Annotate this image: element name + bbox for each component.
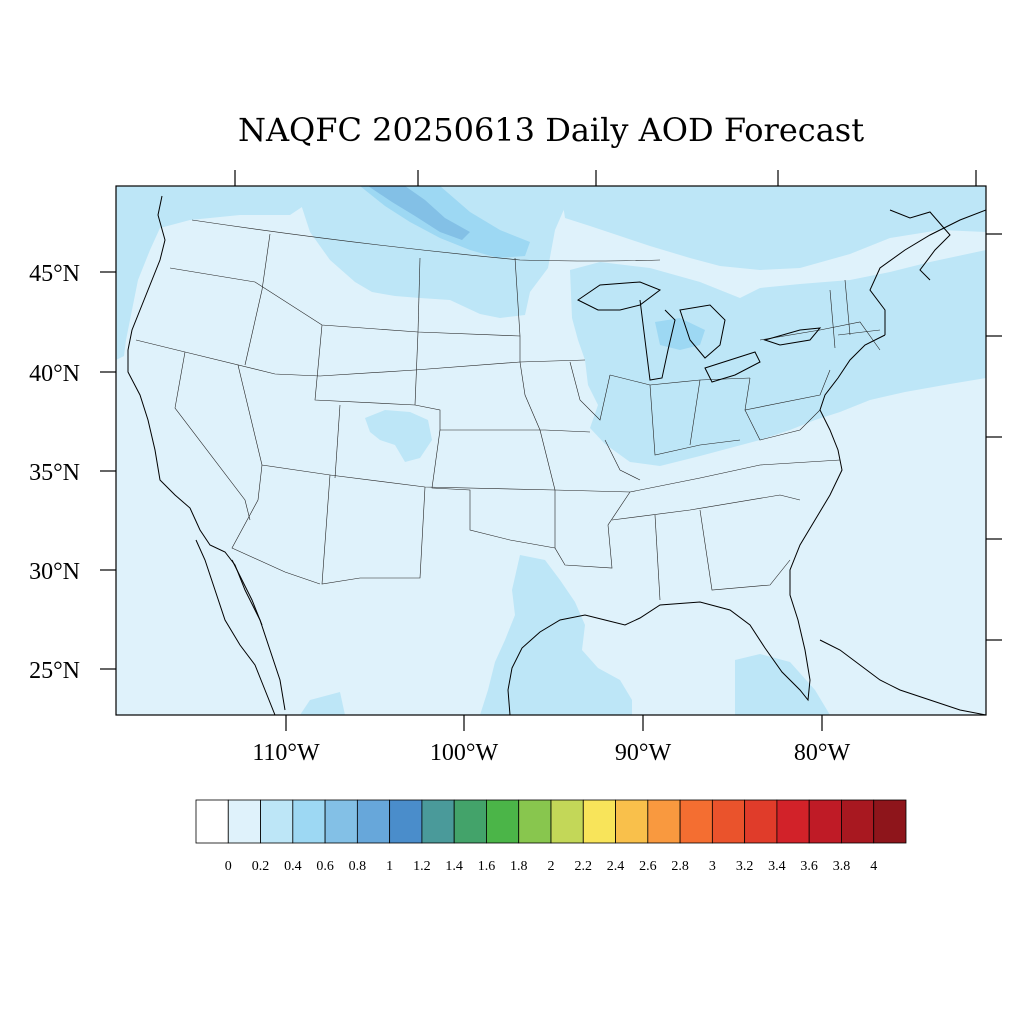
- lon-label-90w: 90°W: [615, 740, 672, 766]
- colorbar-tick-label: 3.2: [736, 859, 754, 874]
- coastlines: [127, 195, 986, 715]
- colorbar-tick-label: 2.4: [607, 859, 625, 874]
- lat-label-35n: 35°N: [29, 460, 80, 486]
- colorbar-swatch: [518, 799, 552, 844]
- colorbar-swatch: [808, 799, 842, 844]
- lon-label-80w: 80°W: [794, 740, 851, 766]
- figure-title: NAQFC 20250613 Daily AOD Forecast: [238, 111, 864, 149]
- lon-label-100w: 100°W: [430, 740, 499, 766]
- lat-label-30n: 30°N: [29, 559, 80, 585]
- colorbar-tick-label: 1.6: [478, 859, 496, 874]
- lat-label-25n: 25°N: [29, 658, 80, 684]
- colorbar-tick-label: 2.8: [671, 859, 689, 874]
- colorbar-tick-label: 1.8: [510, 859, 528, 874]
- colorbar-tick-label: 2.6: [639, 859, 657, 874]
- colorbar-tick-label: 1.2: [413, 859, 431, 874]
- colorbar-tick-label: 0: [225, 859, 232, 874]
- aod-region-midwest-northeast: [570, 250, 986, 466]
- colorbar-tick-label: 0.2: [252, 859, 270, 874]
- colorbar-swatch: [453, 799, 487, 844]
- map-panel: 45°N 40°N 35°N 30°N 25°N 110°W 100°W 90°…: [29, 170, 1002, 766]
- map-frame: [115, 185, 987, 716]
- colorbar-swatch: [776, 799, 810, 844]
- colorbar-tick-label: 3.8: [833, 859, 851, 874]
- colorbar-tick-label: 3.4: [768, 859, 786, 874]
- lat-label-45n: 45°N: [29, 261, 80, 287]
- colorbar-swatch: [582, 799, 616, 844]
- colorbar-swatch: [647, 799, 681, 844]
- aod-region-canada-east: [560, 186, 986, 270]
- colorbar-swatch: [711, 799, 746, 844]
- colorbar-swatch: [356, 799, 391, 844]
- colorbar-swatch: [873, 799, 907, 844]
- aod-region-texas-gulf: [480, 555, 632, 715]
- colorbar-tick-label: 3: [709, 859, 716, 874]
- colorbar-tick-label: 3.6: [800, 859, 818, 874]
- colorbar-swatch: [389, 799, 423, 844]
- colorbar-swatch: [227, 799, 261, 844]
- colorbar-tick-label: 0.6: [316, 859, 334, 874]
- colorbar: [195, 799, 907, 844]
- colorbar-tick-label: 0.4: [284, 859, 302, 874]
- aod-region-florida-south: [735, 654, 830, 715]
- colorbar-tick-label: 4: [870, 859, 877, 874]
- aod-region-southwest-corner: [300, 692, 345, 715]
- colorbar-tick-label: 1.4: [445, 859, 463, 874]
- colorbar-swatch: [486, 799, 520, 844]
- aod-field: [116, 186, 986, 715]
- colorbar-swatch: [324, 799, 358, 844]
- colorbar-swatch: [841, 799, 875, 844]
- state-borders: [135, 219, 881, 601]
- colorbar-swatch: [615, 799, 649, 844]
- colorbar-labels: 0 0.2 0.4 0.6 0.8 1 1.2 1.4 1.6 1.8 2 2.2 2.4 2.6 2.8 3…: [225, 859, 877, 874]
- colorbar-swatch: [260, 799, 294, 844]
- colorbar-swatch: [421, 799, 455, 844]
- colorbar-swatch: [744, 799, 778, 844]
- colorbar-tick-label: 1: [386, 859, 393, 874]
- colorbar-tick-label: 2: [548, 859, 555, 874]
- aod-region-colorado: [365, 410, 432, 462]
- aod-region-plume-core: [368, 186, 470, 240]
- aod-region-west-coast: [116, 186, 330, 360]
- colorbar-swatch: [679, 799, 713, 844]
- colorbar-swatch: [292, 799, 326, 844]
- tick-marks: [100, 170, 1002, 731]
- colorbar-tick-label: 2.2: [575, 859, 593, 874]
- colorbar-tick-label: 0.8: [349, 859, 367, 874]
- aod-region-great-lakes: [655, 318, 705, 350]
- lat-label-40n: 40°N: [29, 361, 80, 387]
- lon-label-110w: 110°W: [252, 740, 320, 766]
- colorbar-swatch: [550, 799, 584, 844]
- aod-region-northern-plains: [295, 186, 568, 318]
- colorbar-swatch: [195, 799, 229, 844]
